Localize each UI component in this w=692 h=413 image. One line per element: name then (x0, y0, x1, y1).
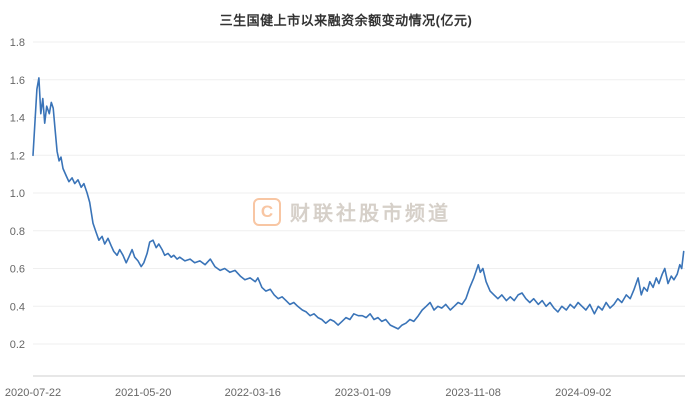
svg-text:2023-11-08: 2023-11-08 (445, 387, 500, 399)
svg-text:2024-09-02: 2024-09-02 (555, 387, 611, 399)
svg-text:0.2: 0.2 (10, 339, 25, 351)
svg-text:0.8: 0.8 (10, 226, 25, 238)
svg-text:0.4: 0.4 (10, 301, 25, 313)
svg-text:1.0: 1.0 (10, 188, 25, 200)
svg-text:1.2: 1.2 (10, 150, 25, 162)
svg-text:2022-03-16: 2022-03-16 (225, 387, 281, 399)
svg-text:1.6: 1.6 (10, 75, 25, 87)
chart-title: 三生国健上市以来融资余额变动情况(亿元) (219, 13, 473, 28)
svg-text:2020-07-22: 2020-07-22 (5, 387, 61, 399)
svg-text:2021-05-20: 2021-05-20 (115, 387, 171, 399)
svg-text:1.8: 1.8 (10, 37, 25, 49)
svg-text:0.6: 0.6 (10, 264, 25, 276)
svg-text:2023-01-09: 2023-01-09 (335, 387, 391, 399)
svg-text:1.4: 1.4 (10, 113, 25, 125)
